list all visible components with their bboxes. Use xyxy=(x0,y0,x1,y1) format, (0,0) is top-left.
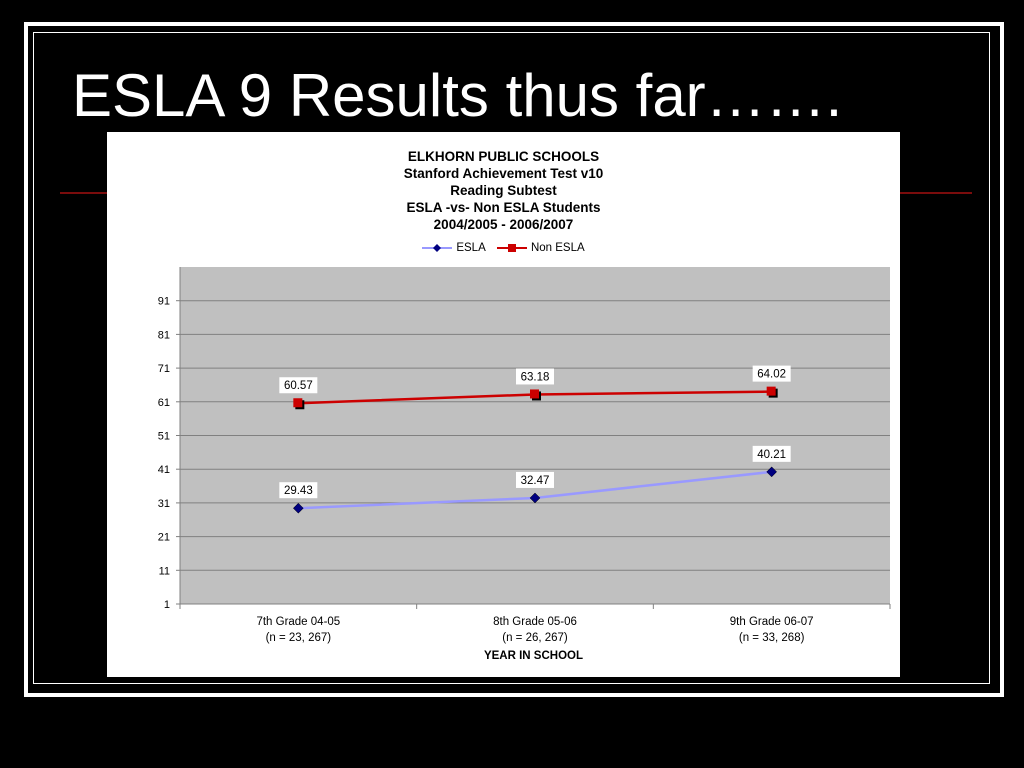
data-label-bg xyxy=(752,365,791,382)
x-tick-label: (n = 33, 268) xyxy=(739,632,805,644)
x-tick-label: (n = 26, 267) xyxy=(502,632,568,644)
x-axis-title: YEAR IN SCHOOL xyxy=(483,650,584,662)
legend-marker-non-esla xyxy=(496,244,527,252)
chart-legend: ESLA Non ESLA xyxy=(107,242,900,256)
data-point-esla xyxy=(766,466,778,478)
data-label: 64.02 xyxy=(757,369,786,381)
y-tick-label: 1 xyxy=(164,599,170,611)
y-tick-label: 41 xyxy=(158,464,170,476)
y-tick-label: 71 xyxy=(158,363,170,375)
y-tick-label: 51 xyxy=(158,431,170,443)
data-label: 40.21 xyxy=(757,449,786,461)
y-tick-label: 91 xyxy=(158,296,170,308)
data-label: 32.47 xyxy=(521,475,550,487)
data-label-bg xyxy=(279,377,318,394)
data-point-non-esla xyxy=(293,398,303,408)
y-tick-label: 21 xyxy=(158,532,170,544)
slide-frame-outer xyxy=(24,22,1004,697)
data-label: 29.43 xyxy=(284,485,313,497)
slide-title: ESLA 9 Results thus far……. xyxy=(72,62,843,129)
data-label: 63.18 xyxy=(521,371,550,383)
data-point-non-esla xyxy=(530,389,539,399)
data-label-bg xyxy=(752,445,791,462)
data-label: 60.57 xyxy=(284,380,313,392)
chart-title-line-2: Stanford Achievement Test v10 xyxy=(403,166,604,181)
chart-title-line-1: ELKHORN PUBLIC SCHOOLS xyxy=(407,149,600,164)
data-point-esla xyxy=(292,502,304,514)
legend-item-non-esla: Non ESLA xyxy=(496,242,585,254)
chart-title-line-5: 2004/2005 - 2006/2007 xyxy=(433,217,574,232)
x-tick-label: 7th Grade 04-05 xyxy=(256,616,340,628)
chart-container: ELKHORN PUBLIC SCHOOLS Stanford Achievem… xyxy=(107,132,900,677)
data-label-bg xyxy=(279,482,318,499)
y-tick-label: 81 xyxy=(158,329,170,341)
chart-title: ELKHORN PUBLIC SCHOOLS Stanford Achievem… xyxy=(107,148,900,233)
y-tick-label: 61 xyxy=(158,397,170,409)
chart-title-line-3: Reading Subtest xyxy=(450,183,557,198)
legend-label-non-esla: Non ESLA xyxy=(530,242,585,254)
legend-marker-esla xyxy=(422,244,453,252)
slide-frame-inner xyxy=(33,32,990,684)
data-point-esla xyxy=(529,492,541,504)
x-tick-label: 9th Grade 06-07 xyxy=(730,616,814,628)
data-point-non-esla xyxy=(766,386,776,396)
y-tick-label: 11 xyxy=(159,565,170,577)
legend-label-esla: ESLA xyxy=(456,242,486,254)
x-tick-label: (n = 23, 267) xyxy=(266,632,332,644)
legend-item-esla: ESLA xyxy=(422,242,486,254)
data-label-bg xyxy=(516,471,554,488)
data-label-bg xyxy=(516,368,554,385)
x-tick-label: 8th Grade 05-06 xyxy=(493,616,577,628)
y-tick-label: 31 xyxy=(158,498,170,510)
chart-title-line-4: ESLA -vs- Non ESLA Students xyxy=(406,200,601,215)
